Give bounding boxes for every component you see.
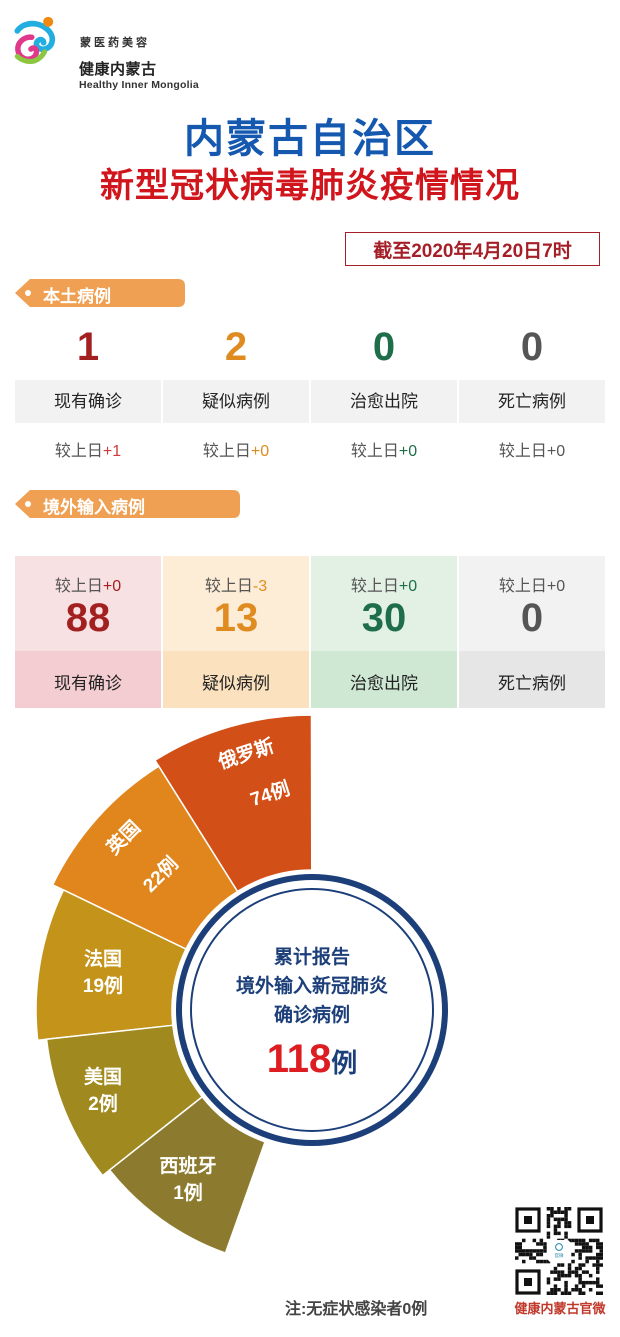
svg-text:境外输入新冠肺炎: 境外输入新冠肺炎 bbox=[236, 974, 388, 997]
svg-text:美国: 美国 bbox=[84, 1065, 122, 1088]
svg-text:法国: 法国 bbox=[84, 947, 122, 970]
svg-text:累计报告: 累计报告 bbox=[274, 945, 350, 968]
svg-text:确诊病例: 确诊病例 bbox=[274, 1003, 350, 1026]
svg-text:2例: 2例 bbox=[88, 1092, 118, 1115]
svg-text:西班牙: 西班牙 bbox=[159, 1154, 216, 1177]
svg-text:19例: 19例 bbox=[83, 974, 123, 997]
svg-text:1例: 1例 bbox=[173, 1181, 203, 1204]
svg-text:官微: 官微 bbox=[555, 1252, 564, 1259]
